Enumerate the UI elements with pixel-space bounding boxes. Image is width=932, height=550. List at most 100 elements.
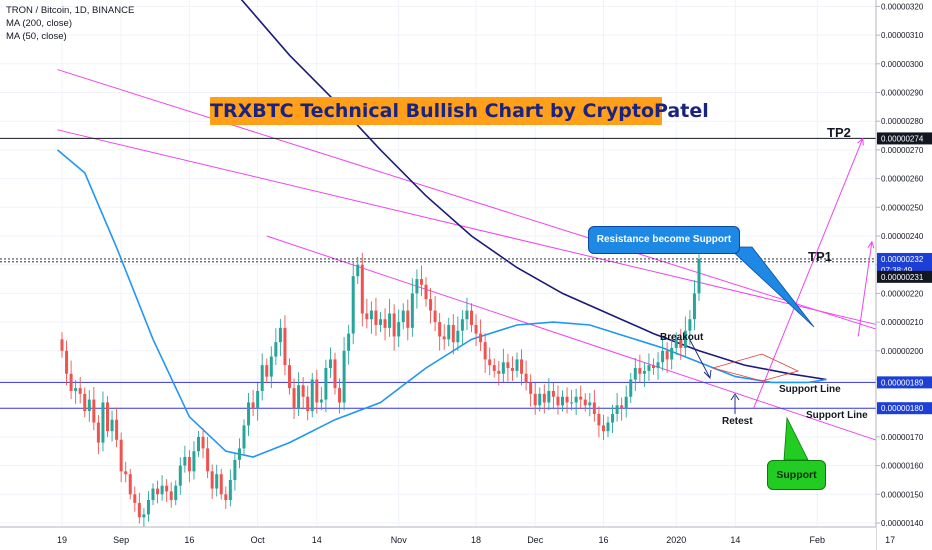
candle-body (96, 422, 100, 443)
tp2-label: TP2 (827, 125, 851, 140)
candle-body (87, 399, 91, 412)
support-line-label-upper: Support Line (779, 384, 841, 395)
candle-body (137, 502, 141, 518)
candle-body (369, 310, 373, 320)
time-tick-label: Oct (251, 535, 266, 545)
candlesticks (60, 250, 701, 528)
candle-body (78, 388, 82, 394)
candle-body (592, 402, 596, 414)
projection-arrowhead (867, 240, 875, 249)
candle-body (479, 333, 483, 343)
candle-body (383, 319, 387, 328)
candle-body (447, 324, 451, 340)
price-tick-label: 0.00000160 (881, 462, 924, 471)
candle-body (579, 396, 583, 400)
candle-body (460, 319, 464, 331)
candle-body (397, 322, 401, 337)
candle-body (69, 373, 73, 391)
candle-body (274, 342, 278, 357)
candle-body (124, 471, 128, 475)
candle-body (374, 310, 378, 325)
candle-body (551, 390, 555, 397)
price-tick-label: 0.00000250 (881, 203, 924, 212)
candle-body (160, 485, 164, 495)
ma200-label[interactable]: MA (200, close) (6, 18, 72, 29)
time-tick-label: 14 (730, 535, 740, 545)
ma50-label[interactable]: MA (50, close) (6, 31, 67, 42)
candle-body (269, 356, 273, 377)
candle-body (297, 385, 301, 409)
price-tick-label: 0.00000280 (881, 117, 924, 126)
candle-body (247, 402, 251, 426)
time-tick-label: Dec (527, 535, 544, 545)
candle-body (360, 264, 364, 314)
candle-body (237, 448, 241, 460)
candle-body (433, 310, 437, 323)
candle-body (197, 436, 200, 452)
candle-body (283, 327, 287, 366)
candle-body (501, 362, 505, 374)
candle-body (633, 368, 637, 380)
candle-body (215, 474, 219, 489)
time-tick-label: 18 (471, 535, 481, 545)
candle-body (306, 396, 310, 412)
candle-body (165, 485, 169, 492)
candle-body (601, 425, 605, 432)
candle-body (510, 368, 514, 371)
price-tick-label: 0.00000170 (881, 433, 924, 442)
price-tick-label: 0.00000320 (881, 2, 924, 11)
candle-body (133, 494, 137, 503)
time-tick-label: 16 (598, 535, 608, 545)
candle-body (611, 413, 615, 423)
candle-body (146, 500, 150, 515)
candle-body (219, 474, 223, 495)
candle-body (228, 479, 232, 501)
chart-title: TRXBTC Technical Bullish Chart by Crypto… (210, 97, 709, 125)
candle-body (178, 465, 182, 486)
price-label-text: 0.00000274 (881, 134, 924, 143)
breakout-arrow (689, 339, 711, 379)
price-axis[interactable]: 0.00000320 0.00000310 0.00000300 0.00000290… (875, 0, 932, 550)
candle-body (365, 313, 369, 320)
price-tick-label: 0.00000150 (881, 490, 924, 499)
price-label-text: 0.00000231 (881, 273, 924, 282)
candle-body (342, 350, 346, 403)
candle-body (492, 365, 496, 371)
candle-body (419, 279, 423, 285)
support-pointer (783, 416, 809, 461)
price-tick-label: 0.00000200 (881, 347, 924, 356)
projection-arrowhead (857, 137, 864, 146)
time-tick-label: 2020 (666, 535, 686, 545)
retest-label: Retest (722, 416, 753, 427)
candle-body (588, 402, 592, 406)
candle-body (119, 439, 123, 472)
candle-body (406, 310, 410, 328)
time-tick-label: Sep (113, 535, 129, 545)
candle-body (697, 258, 701, 294)
candle-body (515, 359, 519, 371)
time-axis[interactable]: 19 Sep 16 Oct 14 Nov 18 Dec 16 2020 14 Feb 17 (0, 526, 895, 550)
symbol-label[interactable]: TRON / Bitcoin, 1D, BINANCE (6, 5, 135, 16)
price-label-text: 0.00000180 (881, 404, 924, 413)
candle-body (642, 370, 646, 374)
candle-body (206, 448, 210, 472)
candle-body (533, 393, 537, 406)
candle-body (506, 362, 510, 369)
time-tick-label: 14 (312, 535, 322, 545)
candle-body (242, 425, 246, 449)
candle-body (60, 339, 64, 351)
candle-body (424, 284, 428, 300)
price-tick-label: 0.00000270 (881, 146, 924, 155)
candle-body (128, 474, 132, 495)
candle-body (328, 359, 332, 369)
chart-legend: TRON / Bitcoin, 1D, BINANCE MA (200, clo… (6, 4, 134, 43)
candle-body (351, 276, 355, 334)
candle-body (683, 330, 687, 348)
price-label-box (877, 270, 932, 283)
candle-body (401, 310, 405, 323)
candle-body (110, 419, 114, 432)
candle-body (624, 396, 628, 409)
candle-body (647, 365, 651, 371)
candle-body (201, 436, 205, 449)
